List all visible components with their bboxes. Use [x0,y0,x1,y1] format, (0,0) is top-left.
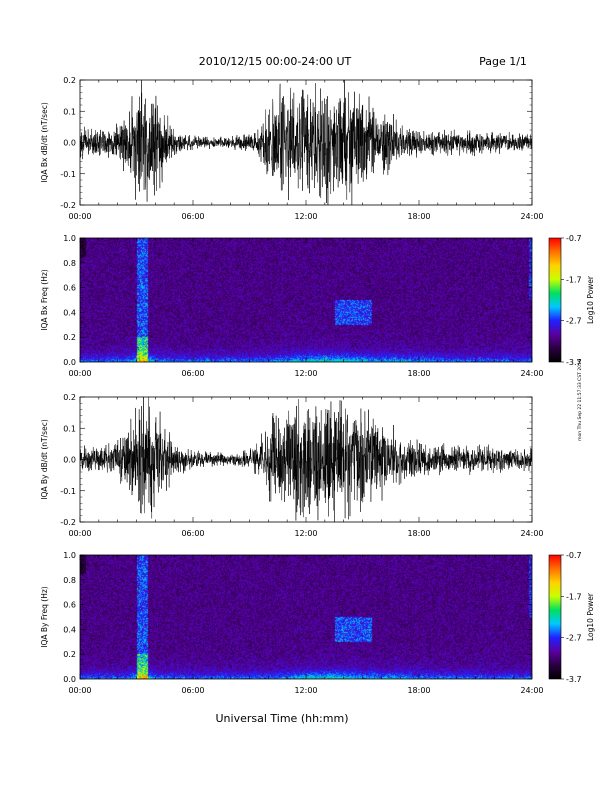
colorbar-label: Log10 Power [586,592,595,641]
x-tick-label: 12:00 [294,369,317,378]
y-tick-label: 0.2 [63,650,76,659]
y-tick-label: 0.8 [63,259,76,268]
x-tick-label: 06:00 [181,686,204,695]
colorbar-tick-label: -1.7 [566,275,582,284]
x-tick-label: 24:00 [520,686,543,695]
x-tick-label: 18:00 [407,529,430,538]
x-tick-label: 00:00 [68,686,91,695]
y-tick-label: 0.2 [63,76,76,85]
y-axis-label: IQA Bx Freq (Hz) [40,269,49,331]
y-axis-label: IQA By Freq (Hz) [40,586,49,648]
x-tick-label: 00:00 [68,212,91,221]
x-tick-label: 12:00 [294,529,317,538]
colorbar-tick-label: -2.7 [566,317,582,326]
panel-4: -0.7 -1.7 -2.7 -3.7 Log10 Power 00:00 06:00 12:… [40,551,595,695]
y-tick-label: 0.6 [63,601,76,610]
y-tick-label: -0.2 [60,518,76,527]
side-note: mon Thu Sep 22 11:57:33 CST 2016 [577,359,583,441]
colorbar-tick-label: -0.7 [566,234,582,243]
y-tick-label: -0.1 [60,487,76,496]
y-tick-label: -0.2 [60,201,76,210]
y-tick-label: 0.0 [63,139,76,148]
colorbar-gradient [548,237,562,363]
y-tick-label: 1.0 [63,551,76,560]
y-tick-label: 0.1 [63,424,76,433]
y-axis-label: IQA Bx dB/dt (nT/sec) [40,102,49,183]
panel-2: -0.7 -1.7 -2.7 -3.7 Log10 Power 00:00 06:00 12:… [40,234,595,378]
x-tick-label: 24:00 [520,369,543,378]
x-tick-label: 12:00 [294,686,317,695]
colorbar-tick-label: -3.7 [566,358,582,367]
signal-trace [80,397,532,522]
signal-trace [80,80,532,205]
x-tick-label: 06:00 [181,529,204,538]
x-tick-label: 06:00 [181,212,204,221]
panel-1: 00:00 06:00 12:00 18:00 24:00 -0.2 -0.1 0.0 0.1 0… [40,76,544,221]
y-tick-label: 0.0 [63,675,76,684]
colorbar-gradient [548,554,562,680]
colorbar-tick-label: -1.7 [566,592,582,601]
y-tick-label: 0.0 [63,456,76,465]
x-tick-label: 18:00 [407,212,430,221]
panel-3: 00:00 06:00 12:00 18:00 24:00 -0.2 -0.1 0.0 0.1 0… [40,393,544,538]
x-axis-label: Universal Time (hh:mm) [216,712,349,725]
y-tick-label: -0.1 [60,170,76,179]
y-tick-label: 0.4 [63,625,76,634]
y-tick-label: 0.8 [63,576,76,585]
x-tick-label: 06:00 [181,369,204,378]
page-number: Page 1/1 [479,55,527,68]
y-tick-label: 0.6 [63,284,76,293]
figure-title: 2010/12/15 00:00-24:00 UT [199,55,352,68]
x-tick-label: 00:00 [68,369,91,378]
y-tick-label: 0.0 [63,358,76,367]
y-tick-label: 0.2 [63,333,76,342]
y-tick-label: 1.0 [63,234,76,243]
spectrogram-image [80,555,532,679]
x-tick-label: 12:00 [294,212,317,221]
y-tick-label: 0.4 [63,308,76,317]
colorbar-tick-label: -2.7 [566,634,582,643]
x-tick-label: 24:00 [520,529,543,538]
y-tick-label: 0.1 [63,107,76,116]
x-tick-label: 24:00 [520,212,543,221]
x-tick-label: 18:00 [407,686,430,695]
panels-container: 00:00 06:00 12:00 18:00 24:00 -0.2 -0.1 0.0 0.1 0… [40,76,595,695]
y-axis-label: IQA By dB/dt (nT/sec) [40,419,49,500]
colorbar: -0.7 -1.7 -2.7 -3.7 Log10 Power [548,551,595,684]
x-tick-label: 18:00 [407,369,430,378]
spectrogram-image [80,238,532,362]
y-tick-label: 0.2 [63,393,76,402]
colorbar: -0.7 -1.7 -2.7 -3.7 Log10 Power [548,234,595,367]
x-tick-label: 00:00 [68,529,91,538]
colorbar-label: Log10 Power [586,275,595,324]
colorbar-tick-label: -3.7 [566,675,582,684]
colorbar-tick-label: -0.7 [566,551,582,560]
